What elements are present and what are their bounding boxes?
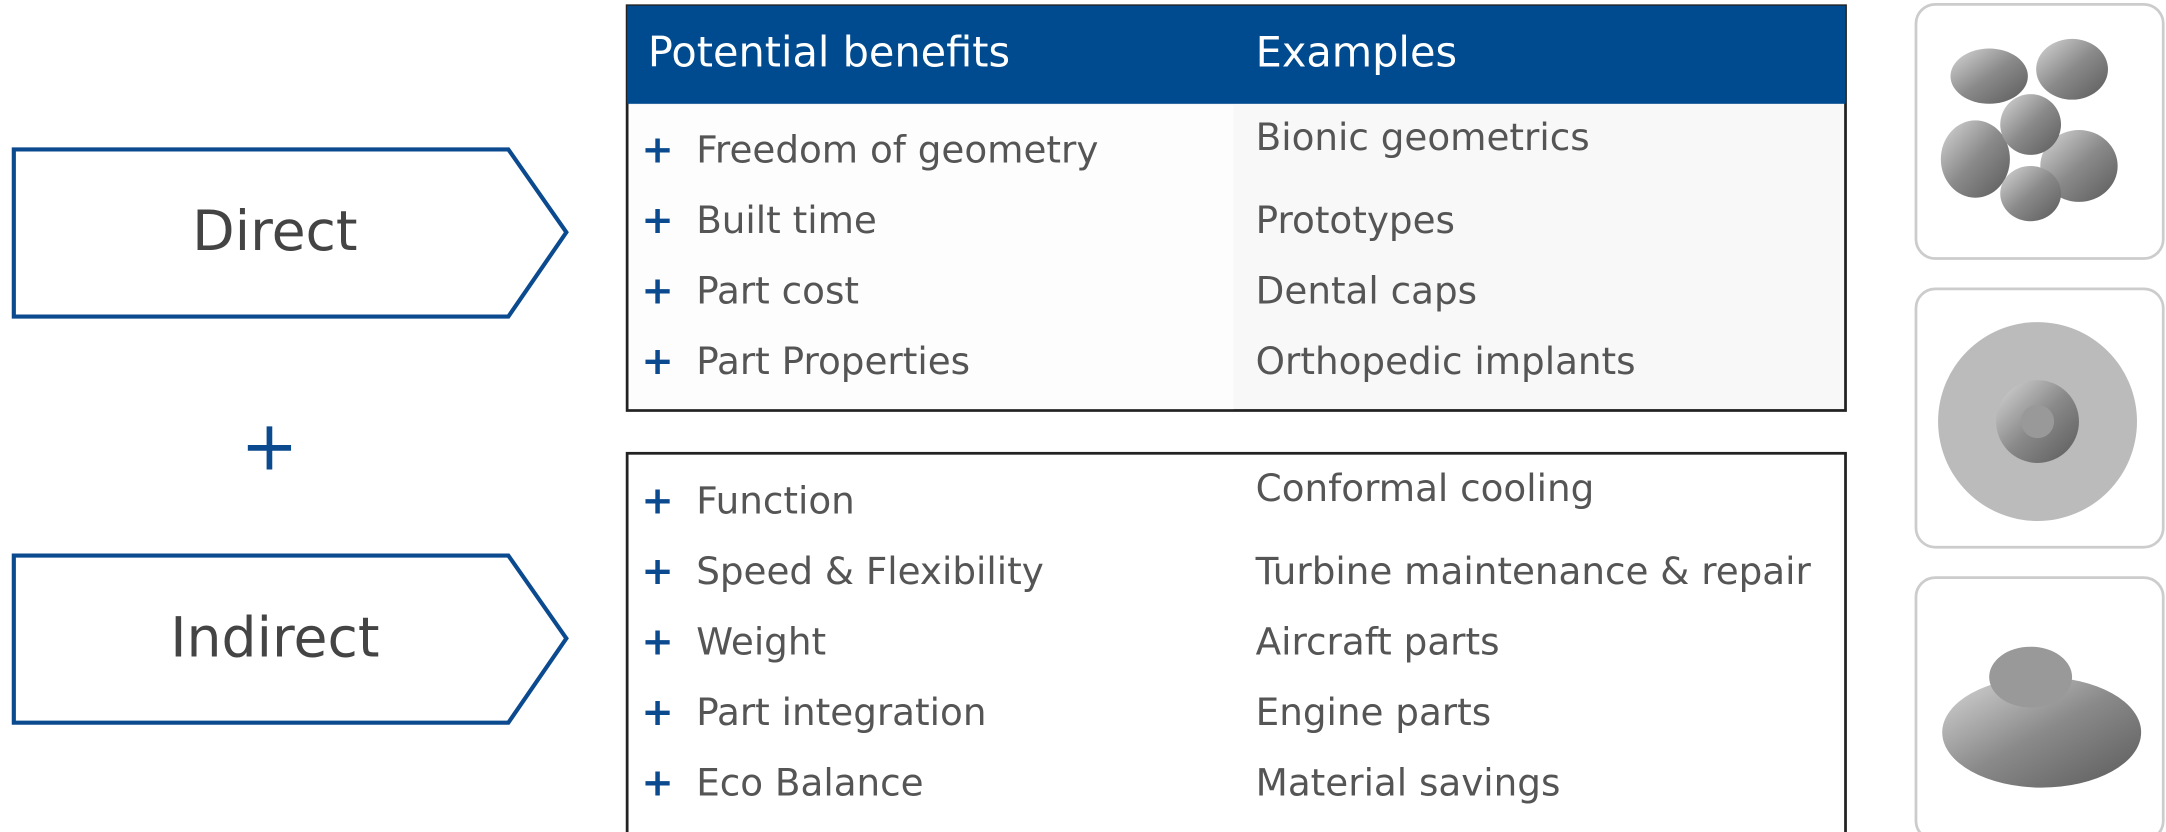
impeller-image — [1942, 646, 2142, 788]
example: Turbine maintenance & repair — [1255, 549, 1812, 593]
bullet: + — [641, 760, 673, 805]
benefit: Freedom of geometry — [696, 128, 1098, 172]
example: Material savings — [1256, 760, 1561, 804]
example: Orthopedic implants — [1256, 339, 1636, 383]
example: Aircraft parts — [1256, 619, 1500, 663]
example: Prototypes — [1256, 198, 1455, 242]
part-images — [1914, 2, 2165, 832]
direct-arrow — [11, 147, 569, 319]
benefit: Part integration — [696, 690, 986, 734]
example: Conformal cooling — [1256, 466, 1595, 510]
indirect-label: Indirect — [170, 606, 379, 670]
bullet: + — [641, 479, 673, 524]
bullet: + — [641, 619, 673, 664]
benefit: Part Properties — [696, 339, 970, 383]
example: Dental caps — [1256, 269, 1477, 313]
direct-label: Direct — [192, 200, 357, 264]
propeller-image — [1940, 38, 2118, 222]
plus-sign: + — [240, 407, 298, 487]
bullet: + — [641, 690, 673, 735]
bullet: + — [641, 269, 673, 314]
header-benefits: Potential benefits — [648, 28, 1010, 76]
indirect-table — [625, 451, 1847, 832]
left-column-bg — [628, 105, 1234, 410]
indirect-arrow — [11, 553, 569, 725]
example: Engine parts — [1256, 690, 1492, 734]
example: Bionic geometrics — [1256, 115, 1590, 159]
header-examples: Examples — [1256, 28, 1457, 76]
table-header — [627, 5, 1846, 104]
benefit: Speed & Flexibility — [696, 549, 1044, 593]
benefit: Eco Balance — [696, 760, 923, 804]
bullet: + — [641, 128, 673, 173]
turbine-image — [1938, 322, 2137, 521]
bullet: + — [641, 198, 673, 243]
benefit: Function — [696, 479, 855, 523]
benefit: Built time — [696, 198, 877, 242]
bullet: + — [641, 339, 673, 384]
benefit: Part cost — [696, 269, 859, 313]
bullet: + — [641, 549, 673, 594]
benefit: Weight — [696, 619, 826, 663]
